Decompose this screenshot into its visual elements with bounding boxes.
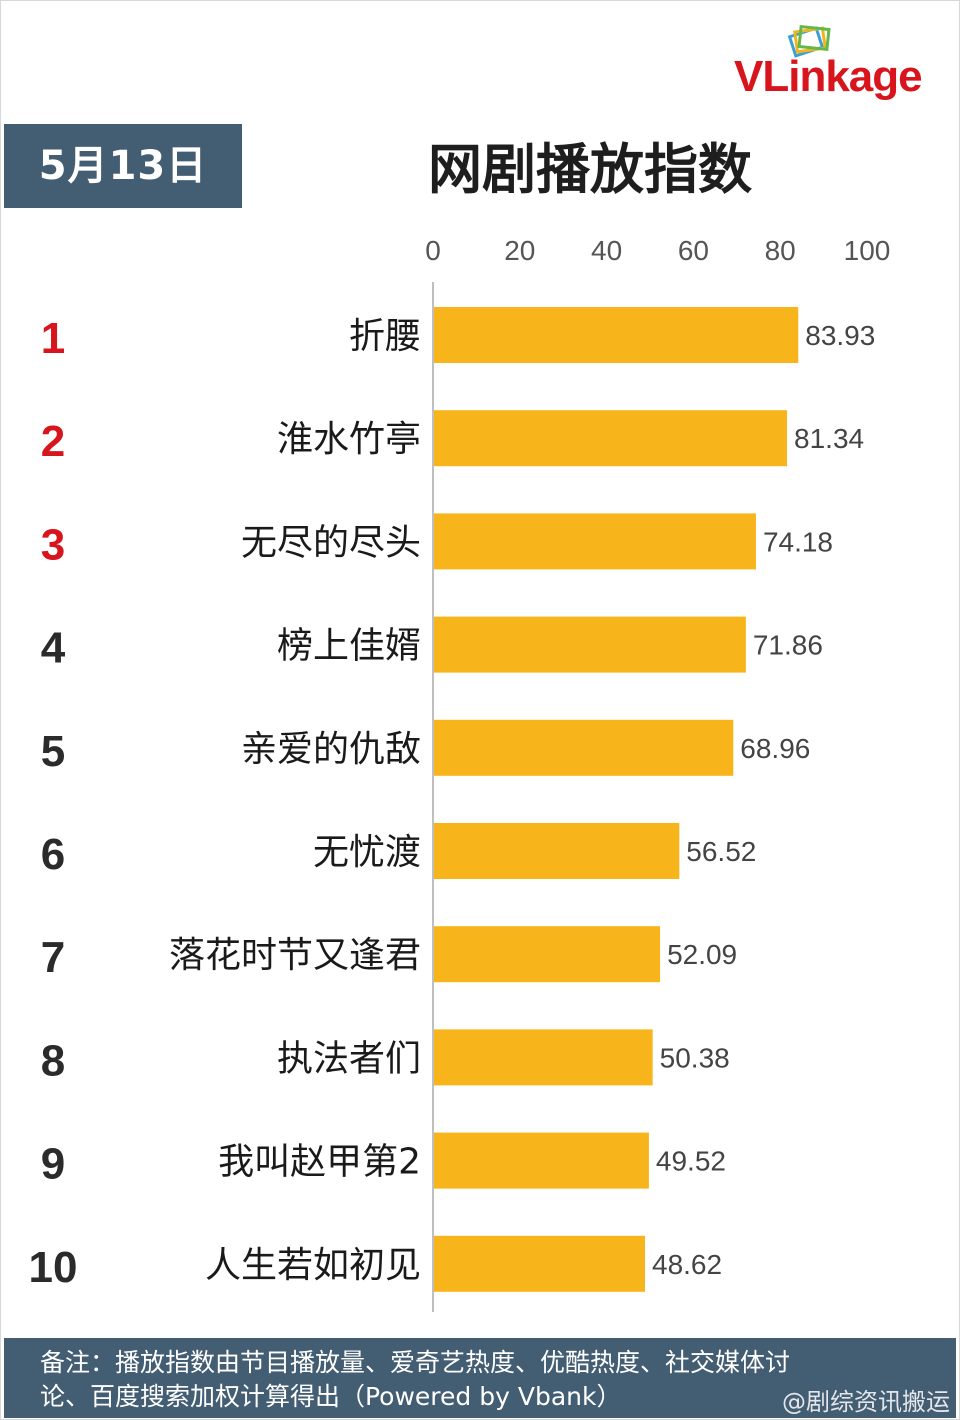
bar [434,307,799,363]
page-title: 网剧播放指数 [428,138,752,201]
x-tick-label: 0 [425,235,441,266]
category-label: 榜上佳婿 [277,626,421,667]
bar [434,1132,649,1189]
x-tick-label: 100 [844,235,891,266]
value-label: 49.52 [656,1146,726,1177]
footnote-line-2: 论、百度搜索加权计算得出（Powered by Vbank） [40,1382,622,1411]
x-tick-label: 20 [504,235,535,266]
category-label: 亲爱的仇敌 [241,729,421,770]
brand-name: VLinkage [734,52,923,101]
bar [434,823,680,879]
rank-number: 10 [29,1243,78,1292]
rank-number: 9 [41,1140,65,1189]
value-label: 71.86 [753,630,823,661]
value-label: 56.52 [686,836,756,867]
rank-number: 6 [41,830,65,879]
rank-number: 5 [41,727,65,776]
category-label: 淮水竹亭 [277,419,421,460]
value-label: 48.62 [652,1249,722,1280]
bar [434,410,788,467]
weibo-watermark: @剧综资讯搬运 [782,1388,950,1416]
value-label: 68.96 [740,733,810,764]
bar [434,1235,646,1292]
rank-number: 3 [41,520,65,569]
category-label: 落花时节又逢君 [169,935,421,976]
bar-chart: 0 20 40 60 80 100 83.93 折腰 1 81.34 淮水竹亭 2 74.18 无尽的尽头… [29,235,891,1312]
category-label: 无忧渡 [313,832,421,873]
value-label: 52.09 [667,939,737,970]
date-badge: 5月13日 [4,124,242,208]
bar [434,513,756,570]
footnote-line-1: 备注：播放指数由节目播放量、爱奇艺热度、优酷热度、社交媒体讨 [40,1348,791,1377]
value-label: 74.18 [763,526,833,557]
logo-cards-icon [787,24,831,58]
bar [434,616,746,673]
value-label: 83.93 [805,320,875,351]
bar [434,719,734,776]
bar [434,1029,653,1086]
footnote: 备注：播放指数由节目播放量、爱奇艺热度、优酷热度、社交媒体讨 论、百度搜索加权计… [4,1338,956,1418]
x-tick-label: 40 [591,235,622,266]
category-label: 人生若如初见 [205,1245,421,1286]
value-label: 50.38 [660,1042,730,1073]
category-label: 我叫赵甲第2 [218,1142,421,1183]
bar [434,926,661,983]
rank-number: 4 [41,624,66,673]
category-label: 折腰 [349,316,421,357]
rank-number: 7 [41,933,65,982]
category-label: 无尽的尽头 [241,522,421,563]
x-tick-label: 60 [678,235,709,266]
x-tick-label: 80 [765,235,796,266]
vlinkage-logo: VLinkage [734,20,956,106]
category-label: 执法者们 [277,1038,421,1079]
rank-number: 1 [41,314,65,363]
rank-number: 8 [41,1036,65,1085]
rank-number: 2 [41,417,65,466]
value-label: 81.34 [794,423,864,454]
